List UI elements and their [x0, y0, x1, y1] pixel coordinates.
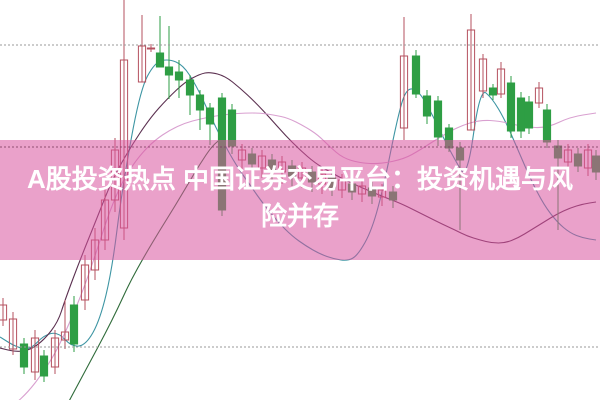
svg-text:A股投资热点 中国证券交易平台：投资机遇与风: A股投资热点 中国证券交易平台：投资机遇与风: [27, 164, 573, 194]
svg-text:险并存: 险并存: [261, 201, 339, 231]
